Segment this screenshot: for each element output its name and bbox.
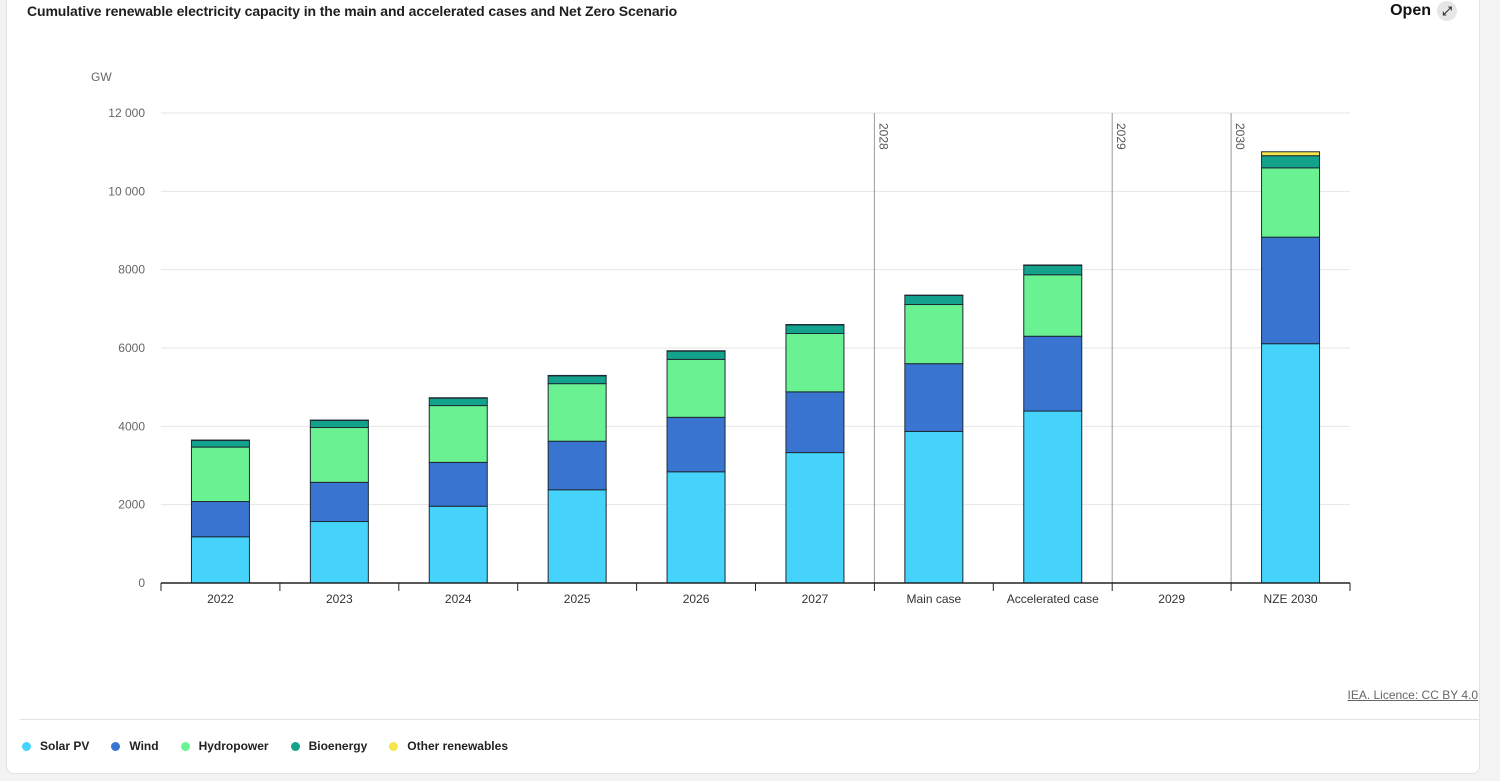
bar-solar-pv-2026 — [666, 471, 726, 584]
legend-item-wind[interactable]: Wind — [111, 739, 159, 753]
bar-hydropower-main-case — [904, 304, 964, 365]
x-tick-label: 2027 — [802, 592, 829, 606]
legend-swatch-bioenergy — [290, 741, 300, 751]
legend-divider — [20, 719, 1480, 720]
bar-hydropower-2023 — [309, 427, 369, 483]
x-tick-label: 2026 — [683, 592, 710, 606]
annotation-label: 2029 — [1114, 123, 1128, 150]
bar-hydropower-nze-2030 — [1261, 167, 1321, 238]
x-tick-label: 2023 — [326, 592, 353, 606]
open-label: Open — [1390, 2, 1431, 19]
bar-solar-pv-main-case — [904, 430, 964, 584]
bar-bioenergy-2022 — [190, 439, 250, 448]
y-tick-label: 8000 — [118, 263, 145, 277]
annotation-label: 2028 — [876, 123, 890, 150]
open-button[interactable]: Open ⤢ — [1390, 1, 1457, 21]
bar-bioenergy-2025 — [547, 375, 607, 385]
legend-swatch-other-renewables — [389, 741, 399, 751]
legend-label-hydropower: Hydropower — [198, 739, 269, 753]
y-tick-label: 2000 — [118, 498, 145, 512]
legend-item-solar-pv[interactable]: Solar PV — [22, 739, 89, 753]
bar-wind-nze-2030 — [1261, 236, 1321, 345]
bar-bioenergy-2027 — [785, 324, 845, 335]
legend-swatch-solar-pv — [22, 741, 31, 751]
legend: Solar PV Wind Hydropower Bioenergy Other… — [22, 739, 508, 753]
bar-wind-main-case — [904, 363, 964, 432]
bar-hydropower-2027 — [785, 333, 845, 393]
bar-solar-pv-2027 — [785, 452, 845, 584]
bar-wind-accelerated-case — [1023, 335, 1083, 412]
bar-solar-pv-2022 — [190, 536, 250, 584]
x-tick-label: 2029 — [1158, 592, 1185, 606]
legend-label-wind: Wind — [129, 739, 159, 753]
bar-wind-2025 — [547, 440, 607, 491]
x-tick-label: 2025 — [564, 592, 591, 606]
bar-solar-pv-2024 — [428, 505, 488, 584]
bar-bioenergy-2026 — [666, 350, 726, 360]
x-tick-label: Main case — [906, 592, 961, 606]
legend-label-solar-pv: Solar PV — [40, 739, 90, 753]
y-tick-label: 4000 — [118, 419, 145, 433]
licence-link[interactable]: IEA. Licence: CC BY 4.0 — [1347, 688, 1478, 702]
legend-item-bioenergy[interactable]: Bioenergy — [290, 739, 368, 753]
bar-bioenergy-accelerated-case — [1023, 264, 1083, 276]
bar-other-renewables-nze-2030 — [1261, 151, 1321, 157]
annotation-label: 2030 — [1233, 123, 1247, 150]
bar-solar-pv-accelerated-case — [1023, 410, 1083, 584]
chart-title: Cumulative renewable electricity capacit… — [27, 3, 678, 19]
y-tick-label: 6000 — [118, 341, 145, 355]
y-tick-label: 12 000 — [108, 106, 145, 120]
y-axis-label: GW — [91, 70, 112, 84]
legend-item-other-renewables[interactable]: Other renewables — [389, 739, 508, 753]
bar-solar-pv-2023 — [309, 521, 369, 584]
x-tick-label: NZE 2030 — [1264, 592, 1318, 606]
bar-wind-2027 — [785, 391, 845, 454]
x-tick-label: 2024 — [445, 592, 472, 606]
legend-swatch-hydropower — [180, 741, 190, 751]
bar-solar-pv-nze-2030 — [1261, 343, 1321, 584]
bar-bioenergy-2023 — [309, 419, 369, 429]
y-tick-label: 10 000 — [108, 184, 145, 198]
legend-swatch-wind — [111, 741, 121, 751]
bar-wind-2024 — [428, 461, 488, 507]
bar-bioenergy-2024 — [428, 397, 488, 407]
legend-label-other-renewables: Other renewables — [407, 739, 508, 753]
external-link-icon: ⤢ — [1437, 1, 1457, 21]
bar-bioenergy-nze-2030 — [1261, 155, 1321, 169]
bar-solar-pv-2025 — [547, 489, 607, 584]
bar-wind-2023 — [309, 481, 369, 523]
y-tick-label: 0 — [138, 576, 145, 590]
bar-hydropower-accelerated-case — [1023, 274, 1083, 337]
bar-wind-2022 — [190, 501, 250, 538]
x-tick-label: Accelerated case — [1007, 592, 1099, 606]
x-tick-label: 2022 — [207, 592, 234, 606]
bar-hydropower-2022 — [190, 446, 250, 503]
bar-bioenergy-main-case — [904, 295, 964, 306]
bar-hydropower-2025 — [547, 383, 607, 442]
bar-wind-2026 — [666, 416, 726, 473]
legend-label-bioenergy: Bioenergy — [308, 739, 368, 753]
legend-item-hydropower[interactable]: Hydropower — [180, 739, 269, 753]
bar-hydropower-2026 — [666, 358, 726, 418]
bar-hydropower-2024 — [428, 405, 488, 463]
chart-card: Cumulative renewable electricity capacit… — [6, 0, 1480, 774]
